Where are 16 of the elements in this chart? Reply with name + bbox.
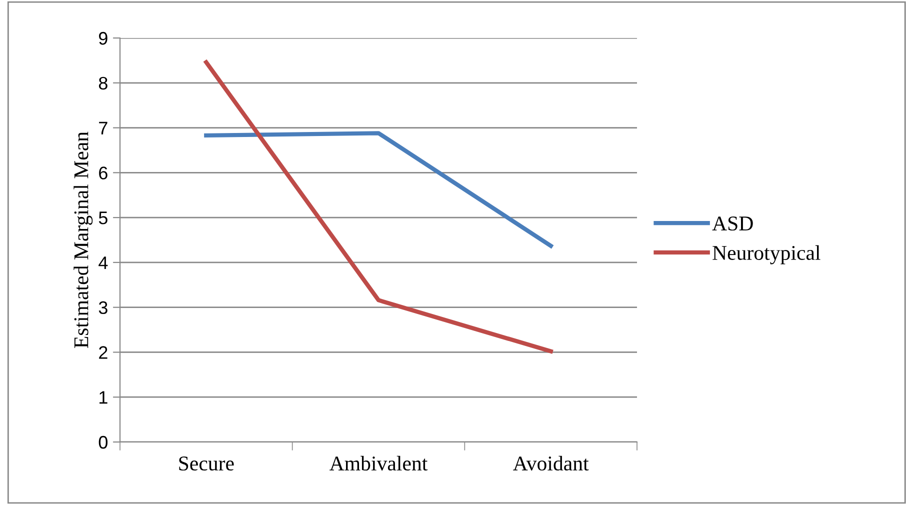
x-tick-label: Avoidant: [513, 456, 589, 471]
legend-label: ASD: [712, 216, 753, 231]
y-tick-label: 5: [98, 212, 108, 224]
x-tick-label: Secure: [179, 456, 234, 471]
y-tick-label: 1: [100, 391, 108, 404]
y-tick-label: 9: [99, 32, 108, 45]
y-tick-label: 4: [98, 256, 108, 269]
legend-label: Neurotypical: [712, 245, 820, 264]
x-tick-label: Ambivalent: [330, 456, 428, 471]
y-tick-label: 0: [98, 436, 108, 449]
y-tick-label: 7: [99, 122, 108, 134]
y-tick-label: 2: [99, 346, 108, 359]
y-tick-label: 6: [99, 166, 108, 180]
y-axis-title: Estimated Marginal Mean: [74, 132, 93, 348]
y-tick-label: 3: [98, 301, 108, 314]
y-tick-label: 8: [98, 76, 108, 90]
